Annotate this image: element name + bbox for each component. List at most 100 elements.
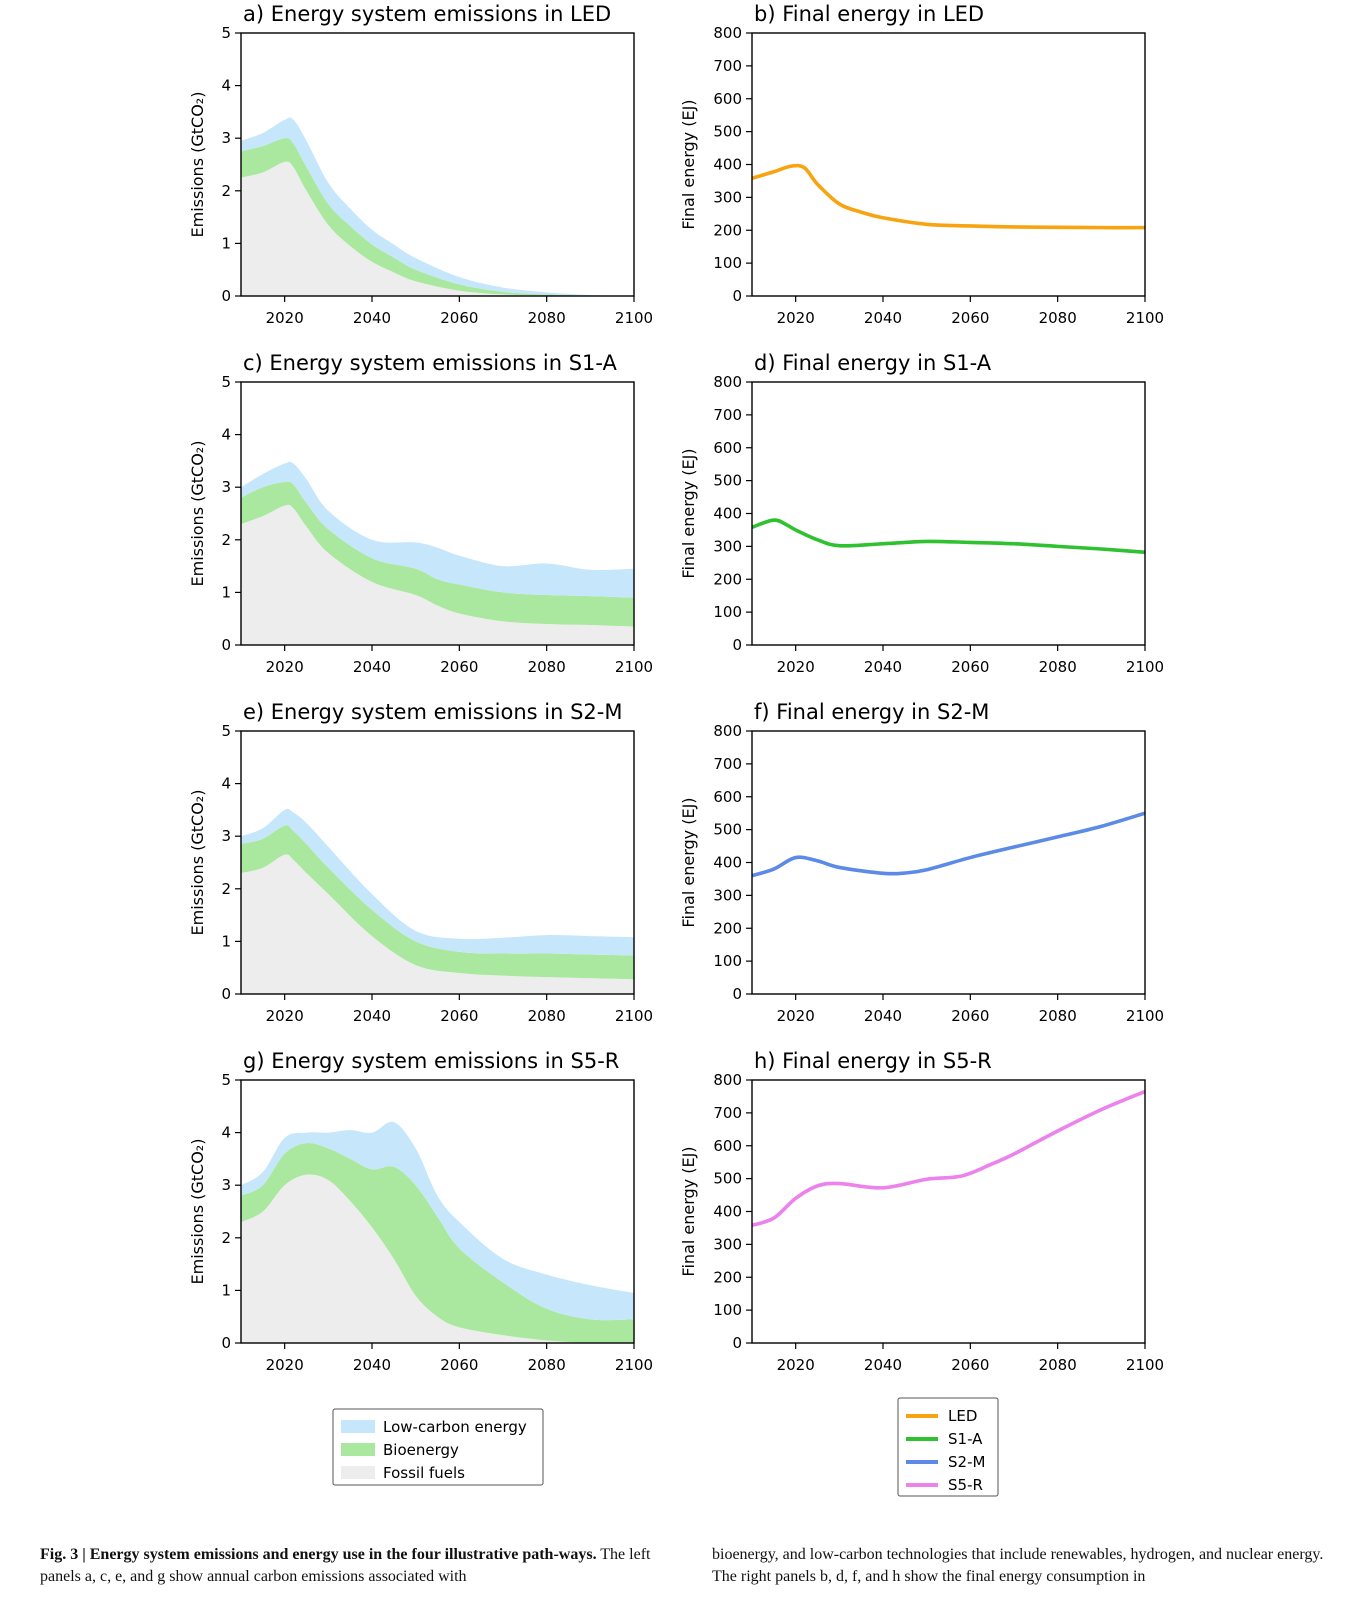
y-tick-label: 0 [732, 636, 742, 654]
y-tick-label: 200 [713, 919, 742, 937]
y-tick-label: 4 [221, 775, 231, 793]
plot-area [241, 461, 634, 645]
x-tick-label: 2040 [864, 309, 902, 327]
y-tick-label: 0 [732, 287, 742, 305]
legend-frame [332, 1408, 544, 1486]
x-tick-label: 2060 [951, 1007, 989, 1025]
legend-final-energy: LED S1-A S2-M S5-R [897, 1397, 999, 1497]
x-tick-label: 2040 [353, 658, 391, 676]
y-tick-label: 300 [713, 188, 742, 206]
x-tick-label: 2060 [951, 658, 989, 676]
plot-area [752, 1089, 1145, 1228]
y-tick-label: 500 [713, 123, 742, 141]
chart-panel-g-energy-system-emissions-in-s5-r: 2020 2040 2060 2080 2100 0 1 2 3 4 5 g) Energy syst… [188, 1049, 653, 1374]
y-tick-label: 600 [713, 439, 742, 457]
y-tick-label: 4 [221, 1124, 231, 1142]
caption-left-text: The left panels a, c, e, and g show annu… [40, 1546, 651, 1585]
chart-panel-a-energy-system-emissions-in-led: 2020 2040 2060 2080 2100 0 1 2 3 4 5 a) Energy syst… [188, 2, 653, 327]
caption-bold-title: Fig. 3 | Energy system emissions and ene… [40, 1546, 597, 1563]
y-tick-label: 3 [221, 827, 231, 845]
axes-frame [240, 32, 635, 297]
chart-title: c) Energy system emissions in S1-A [243, 351, 618, 375]
x-tick-label: 2040 [864, 1356, 902, 1374]
chart-panel-f-final-energy-in-s2-m: 2020 2040 2060 2080 2100 0 100 200 300 400 500 600 7… [679, 700, 1164, 1025]
y-tick-label: 100 [713, 603, 742, 621]
figure-caption: Fig. 3 | Energy system emissions and ene… [40, 1544, 1340, 1588]
area-bioenergy [241, 481, 634, 627]
y-tick-label: 0 [221, 985, 231, 1003]
chart-title: d) Final energy in S1-A [754, 351, 992, 375]
y-axis-label: Emissions (GtCO₂) [188, 790, 207, 936]
y-tick-label: 800 [713, 24, 742, 42]
y-tick-label: 800 [713, 373, 742, 391]
y-tick-label: 5 [221, 373, 231, 391]
legend-swatch-low-carbon-energy [341, 1420, 375, 1433]
x-tick-label: 2020 [777, 1007, 815, 1025]
y-tick-label: 5 [221, 722, 231, 740]
y-tick-label: 300 [713, 537, 742, 555]
y-tick-label: 200 [713, 221, 742, 239]
plot-area [241, 808, 634, 994]
axes-frame [240, 381, 635, 646]
y-tick-label: 5 [221, 1071, 231, 1089]
legend-emissions: Low-carbon energy Bioenergy Fossil fuels [332, 1408, 544, 1486]
chart-panel-d-final-energy-in-s1-a: 2020 2040 2060 2080 2100 0 100 200 300 400 500 600 7… [679, 351, 1164, 676]
y-tick-label: 4 [221, 77, 231, 95]
legend-label-fossil-fuels: Fossil fuels [383, 1464, 465, 1482]
legend-swatch-fossil-fuels [341, 1466, 375, 1479]
legend-frame [897, 1397, 999, 1497]
x-tick-label: 2100 [615, 658, 653, 676]
line-s5-r [752, 1089, 1145, 1228]
chart-title: a) Energy system emissions in LED [243, 2, 611, 26]
x-tick-label: 2040 [353, 1007, 391, 1025]
axes-frame [240, 1079, 635, 1344]
y-tick-label: 500 [713, 821, 742, 839]
x-tick-label: 2020 [777, 1356, 815, 1374]
x-tick-label: 2060 [440, 658, 478, 676]
x-tick-label: 2100 [615, 1356, 653, 1374]
y-axis-label: Emissions (GtCO₂) [188, 441, 207, 587]
x-tick-label: 2060 [951, 1356, 989, 1374]
chart-panel-b-final-energy-in-led: 2020 2040 2060 2080 2100 0 100 200 300 400 500 600 7… [679, 2, 1164, 327]
area-low-carbon-energy [241, 117, 634, 296]
line-s1-a [752, 518, 1145, 555]
y-tick-label: 300 [713, 1235, 742, 1253]
y-axis-label: Final energy (EJ) [679, 1146, 698, 1276]
y-tick-label: 500 [713, 1170, 742, 1188]
chart-title: h) Final energy in S5-R [754, 1049, 992, 1073]
y-tick-label: 2 [221, 531, 231, 549]
y-tick-label: 2 [221, 182, 231, 200]
y-tick-label: 2 [221, 1229, 231, 1247]
area-fossil-fuels [241, 1174, 634, 1343]
caption-left: Fig. 3 | Energy system emissions and ene… [40, 1544, 668, 1588]
y-tick-label: 800 [713, 722, 742, 740]
x-tick-label: 2080 [1039, 658, 1077, 676]
x-tick-label: 2080 [1039, 309, 1077, 327]
axes-frame [751, 1079, 1146, 1344]
y-tick-label: 700 [713, 755, 742, 773]
area-fossil-fuels [241, 854, 634, 994]
y-tick-label: 0 [221, 636, 231, 654]
area-bioenergy [241, 1142, 634, 1343]
x-tick-label: 2020 [266, 309, 304, 327]
y-axis-label: Final energy (EJ) [679, 797, 698, 927]
y-tick-label: 1 [221, 234, 231, 252]
x-tick-label: 2080 [528, 309, 566, 327]
legend-label-s5-r: S5-R [948, 1476, 983, 1494]
y-tick-label: 800 [713, 1071, 742, 1089]
y-tick-label: 400 [713, 854, 742, 872]
legend-label-led: LED [948, 1407, 977, 1425]
legend-label-low-carbon-energy: Low-carbon energy [383, 1418, 527, 1436]
y-axis-label: Emissions (GtCO₂) [188, 92, 207, 238]
y-axis-label: Emissions (GtCO₂) [188, 1139, 207, 1285]
y-tick-label: 3 [221, 129, 231, 147]
legend-label-s2-m: S2-M [948, 1453, 985, 1471]
plot-area [241, 1121, 634, 1343]
x-tick-label: 2020 [266, 658, 304, 676]
chart-panel-c-energy-system-emissions-in-s1-a: 2020 2040 2060 2080 2100 0 1 2 3 4 5 c) Energy syst… [188, 351, 653, 676]
x-tick-label: 2040 [864, 1007, 902, 1025]
x-tick-label: 2080 [528, 658, 566, 676]
y-tick-label: 500 [713, 472, 742, 490]
y-tick-label: 100 [713, 952, 742, 970]
x-tick-label: 2020 [266, 1356, 304, 1374]
